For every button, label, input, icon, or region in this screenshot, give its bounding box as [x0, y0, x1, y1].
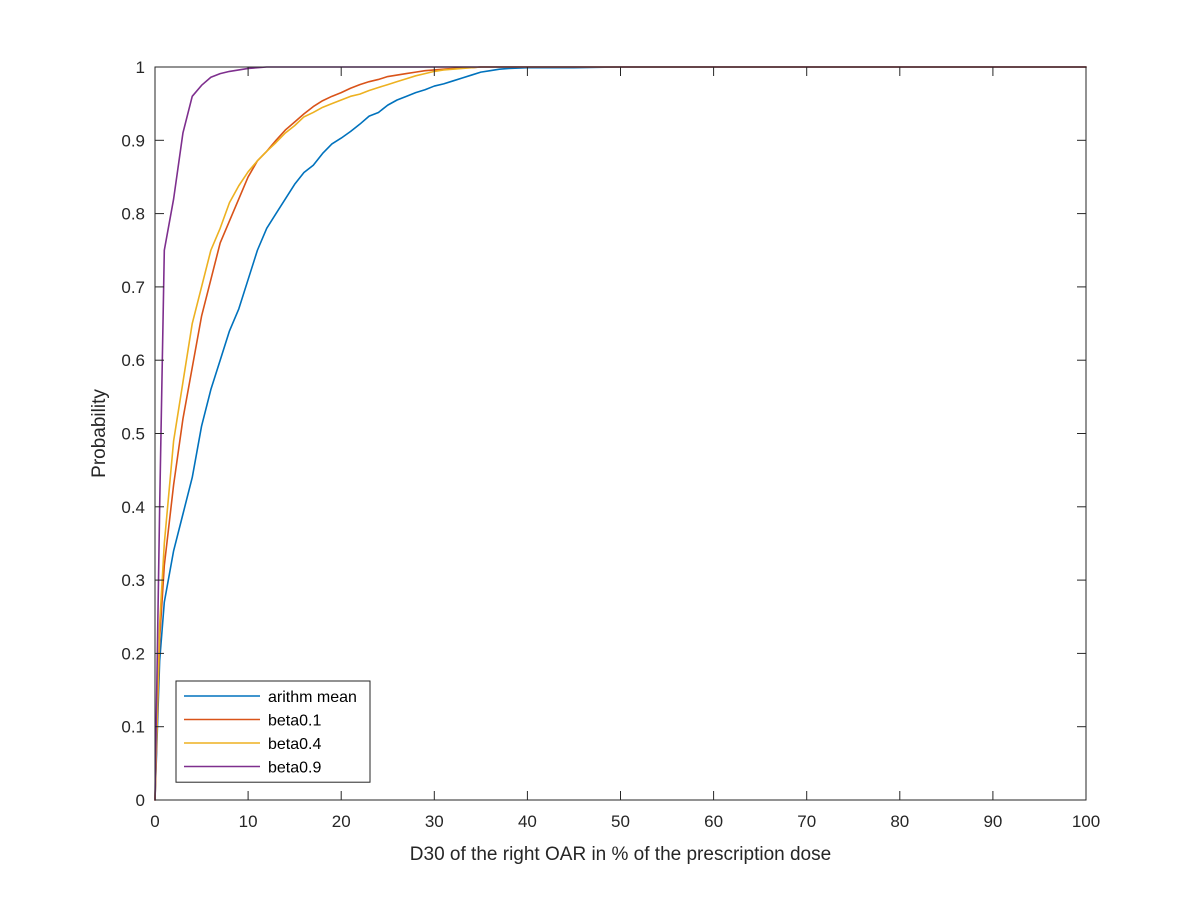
- x-tick-label: 10: [239, 812, 258, 831]
- y-tick-label: 0.9: [121, 131, 145, 150]
- legend-label: beta0.9: [268, 760, 321, 777]
- y-tick-label: 0: [136, 791, 145, 810]
- legend-box: [175, 680, 371, 783]
- x-tick-label: 90: [983, 812, 1002, 831]
- legend-label: arithm mean: [268, 689, 357, 706]
- tick-layer: 0 10 20 30 40 50 60 70 80 90 100 0 0.1 0.2 0.3 0.4 0.5 0.…: [121, 58, 1100, 831]
- y-tick-label: 0.5: [121, 425, 145, 444]
- y-tick-label: 0.6: [121, 351, 145, 370]
- plot-area: 0 10 20 30 40 50 60 70 80 90 100 0 0.1 0.2 0.3 0.4 0.5 0.…: [121, 58, 1100, 831]
- x-axis-label: D30 of the right OAR in % of the prescri…: [410, 844, 831, 865]
- x-tick-label: 70: [797, 812, 816, 831]
- legend: arithm mean beta0.1 beta0.4 beta0.9: [175, 680, 371, 783]
- axes-background: [155, 67, 1086, 800]
- legend-label: beta0.4: [268, 736, 321, 753]
- y-axis-label: Probability: [89, 389, 110, 478]
- y-tick-label: 0.8: [121, 205, 145, 224]
- series-line-0: [154, 66, 1087, 801]
- y-tick-label: 0.7: [121, 278, 145, 297]
- x-tick-label: 40: [518, 812, 537, 831]
- x-tick-label: 80: [890, 812, 909, 831]
- x-tick-label: 30: [425, 812, 444, 831]
- x-tick-label: 50: [611, 812, 630, 831]
- y-tick-label: 0.3: [121, 571, 145, 590]
- x-tick-label: 60: [704, 812, 723, 831]
- legend-label: beta0.1: [268, 713, 321, 730]
- x-tick-label: 100: [1072, 812, 1100, 831]
- y-tick-label: 0.1: [121, 718, 145, 737]
- y-tick-label: 1: [136, 58, 145, 77]
- y-tick-label: 0.4: [121, 498, 145, 517]
- series-line-2: [154, 66, 1087, 801]
- x-tick-label: 20: [332, 812, 351, 831]
- y-tick-label: 0.2: [121, 644, 145, 663]
- x-tick-label: 0: [150, 812, 159, 831]
